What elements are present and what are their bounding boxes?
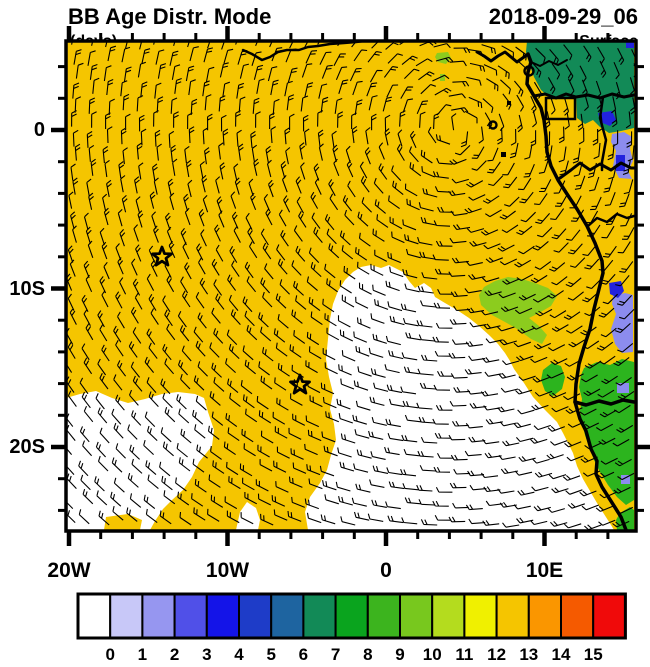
coastline-gulf-of-guinea-coast-west — [241, 42, 363, 62]
colorbar-cell — [495, 593, 530, 639]
border-enclave-box — [544, 96, 577, 121]
coastline-gulf-of-guinea-coast-east — [475, 50, 530, 64]
map-region-white-area-central — [305, 265, 614, 530]
lon-tick-label-0: 0 — [380, 559, 392, 582]
lon-tick-label-10e: 10E — [526, 559, 563, 582]
plot-timestamp: 2018-09-29_06 — [489, 4, 638, 29]
colorbar-cell — [302, 593, 337, 639]
map-region-light-green-patch — [479, 277, 557, 344]
island-ring-marker — [523, 65, 535, 77]
colorbar-tick-label: 11 — [455, 645, 473, 664]
lon-tick-label-10w: 10W — [206, 559, 249, 582]
axis-frame-layer — [51, 26, 650, 546]
dot-marker — [507, 101, 511, 105]
colorbar-tick-label: 4 — [234, 645, 244, 664]
colorbar-tick-label: 0 — [105, 645, 114, 664]
map-frame — [64, 39, 638, 533]
border-border-17S — [573, 398, 635, 407]
colorbar-cell — [399, 593, 434, 639]
colorbar-tick-label: 14 — [552, 645, 571, 664]
colorbar-tick-label: 6 — [299, 645, 308, 664]
colorbar-tick-label: 12 — [487, 645, 506, 664]
colorbar: 0 1 2 3 4 5 6 7 8 9 10 11 12 13 14 15 — [76, 592, 627, 664]
colorbar-tick-label: 8 — [363, 645, 372, 664]
colorbar-cell — [270, 593, 305, 639]
wind-barbs — [67, 42, 635, 530]
border-border-river-loop — [558, 161, 635, 180]
colorbar-tick-label: 15 — [584, 645, 603, 664]
star-marker — [289, 373, 311, 395]
lat-tick-label-20s: 20S — [9, 436, 45, 458]
dot-marker — [501, 152, 506, 157]
lat-tick-label-0: 0 — [34, 119, 45, 141]
map-region-white-area-southwest — [67, 391, 214, 530]
colorbar-tick-label: 2 — [170, 645, 179, 664]
coastline-border-layer — [241, 42, 635, 530]
lon-tick-label-20w: 20W — [47, 559, 90, 582]
island-ring-marker — [488, 120, 498, 130]
border-river-top — [530, 59, 568, 67]
colorbar-outline — [76, 592, 627, 640]
colorbar-cell — [527, 593, 562, 639]
marker-layer — [151, 65, 535, 395]
colorbar-cell — [334, 593, 369, 639]
colorbar-cell — [77, 593, 112, 639]
colorbar-cell — [205, 593, 241, 639]
colorbar-cell — [173, 593, 208, 639]
colorbar-cell — [431, 593, 466, 639]
colorbar-cell — [366, 593, 401, 639]
colorbar-tick-label: 10 — [423, 645, 442, 664]
lat-tick-label-10s: 10S — [9, 278, 45, 300]
star-marker — [151, 245, 173, 267]
wind-barb-layer — [67, 42, 635, 530]
map-region-lavender-strip-2 — [611, 293, 633, 353]
colorbar-cell — [463, 593, 498, 639]
colorbar-tick-label: 5 — [266, 645, 275, 664]
colorbar-tick-label: 1 — [138, 645, 147, 664]
colorbar-cell — [592, 593, 627, 639]
map-region-white-notch-bottom — [236, 502, 260, 530]
colorbar-cell — [109, 593, 144, 639]
border-border-congo-mouth — [586, 212, 635, 228]
colorbar-tick-label: 3 — [202, 645, 211, 664]
colorbar-cell — [560, 593, 595, 639]
map-region-light-green-top-patch — [435, 52, 451, 64]
colorbar-tick-label: 9 — [395, 645, 404, 664]
map-region-lavender-dot-2 — [621, 475, 630, 484]
map-region-blue-spot-4 — [626, 42, 634, 48]
coastline-west-african-coast-main — [525, 52, 628, 530]
colorbar-tick-label: 13 — [519, 645, 538, 664]
border-border-north — [532, 92, 635, 100]
plot-title: BB Age Distr. Mode — [68, 4, 271, 29]
map-region-green-coast-patch-small — [541, 363, 565, 396]
colorbar-cell — [238, 593, 273, 639]
map-region-green-coast-patch-large — [579, 359, 634, 505]
colorbar-tick-label: 7 — [331, 645, 340, 664]
map-region-green-corner-patch — [616, 507, 634, 530]
colorbar-cell — [141, 593, 176, 639]
